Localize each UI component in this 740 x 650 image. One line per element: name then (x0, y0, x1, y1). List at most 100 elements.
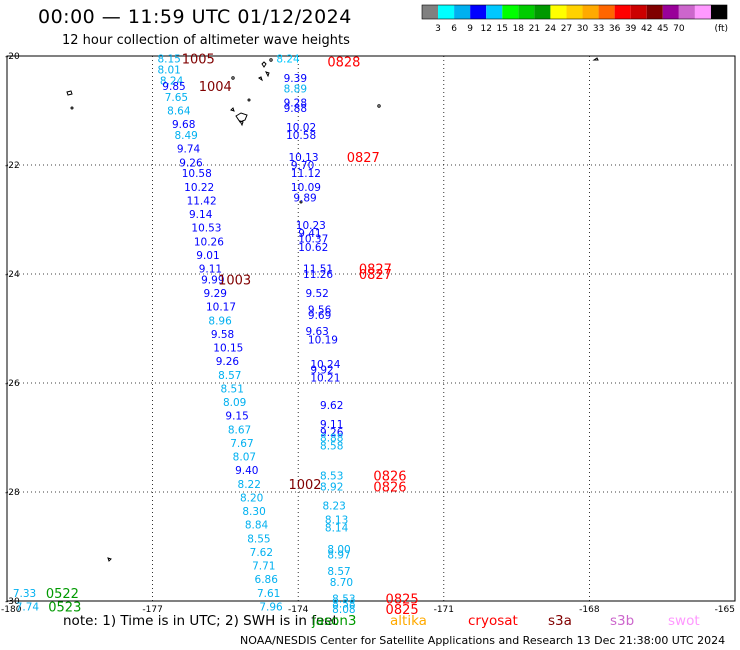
colorbar-label: 45 (657, 24, 668, 34)
x-tick-label: -171 (434, 605, 454, 615)
wave-height-value: 8.07 (233, 452, 256, 464)
pass-id-label: 0828 (327, 55, 360, 70)
colorbar-unit: (ft) (714, 24, 728, 34)
wave-height-value: 8.14 (325, 522, 349, 534)
colorbar-swatch (454, 5, 471, 19)
wave-height-value: 10.19 (308, 334, 338, 346)
y-tick-label: -26 (5, 379, 20, 389)
colorbar-label: 12 (480, 24, 491, 34)
wave-height-value: 8.53 (332, 593, 355, 605)
wave-height-value: 9.11 (320, 419, 343, 431)
wave-height-value: 10.24 (310, 359, 340, 371)
wave-height-value: 7.62 (250, 547, 273, 559)
wave-height-value: 8.53 (320, 471, 343, 483)
x-tick-label: -168 (579, 605, 600, 615)
wave-height-value: 9.41 (298, 228, 321, 240)
wave-height-value: 9.11 (199, 264, 222, 276)
colorbar-label: 39 (625, 24, 637, 34)
colorbar-swatch (582, 5, 599, 19)
colorbar-label: 15 (497, 24, 508, 34)
island-shape (299, 200, 303, 204)
wave-height-value: 8.09 (223, 397, 246, 409)
wave-height-value: 9.99 (201, 274, 224, 286)
wave-height-value: 8.67 (228, 424, 251, 436)
wave-height-value: 10.17 (206, 302, 236, 314)
wave-height-value: 8.20 (240, 492, 263, 504)
pass-id-label: 1002 (288, 478, 321, 493)
wave-height-value: 9.01 (196, 250, 219, 262)
colorbar-swatch (502, 5, 519, 19)
pass-id-label: 1005 (182, 53, 215, 68)
pass-id-label: 0826 (373, 481, 406, 496)
wave-height-value: 10.02 (286, 122, 316, 134)
pass-id-label: 0826 (373, 470, 406, 485)
wave-height-value: 10.09 (291, 182, 321, 194)
pass-id-label: 0827 (359, 263, 392, 278)
chart-subtitle: 12 hour collection of altimeter wave hei… (62, 33, 350, 48)
colorbar-label: 33 (593, 24, 604, 34)
wave-height-value: 8.55 (247, 533, 270, 545)
pass-id-label: 0825 (386, 592, 419, 607)
wave-height-value: 8.08 (332, 604, 355, 616)
colorbar-swatch (646, 5, 663, 19)
wave-height-value: 8.01 (157, 65, 180, 77)
axis-ticks: -180 -177 -174 -171 -168 -165 -20 -22 -24 -26 -28 -… (1, 52, 735, 615)
island-shape (235, 112, 248, 123)
colorbar-label: 9 (467, 24, 473, 34)
colorbar-label: 42 (641, 24, 652, 34)
island-shape (107, 557, 112, 562)
wave-height-value: 9.56 (308, 304, 332, 316)
pass-id-label: 0825 (386, 603, 419, 618)
wave-height-value: 9.63 (305, 326, 328, 338)
wave-height-value: 9.69 (308, 310, 331, 322)
wave-height-value: 10.58 (286, 130, 316, 142)
wave-height-value: 10.53 (191, 223, 221, 235)
wave-height-value: 8.51 (221, 383, 244, 395)
colorbar-swatch (662, 5, 679, 19)
wave-height-value: 11.42 (187, 195, 217, 207)
island-shape (66, 90, 73, 96)
wave-height-value: 9.28 (284, 97, 307, 109)
legend-item-s3a: s3a (548, 613, 572, 629)
wave-height-value: 9.39 (284, 73, 307, 85)
colorbar-legend: 3 6 9 12 15 18 21 24 27 30 33 36 39 42 45 70 (ft) (421, 4, 728, 34)
colorbar-swatch (598, 5, 615, 19)
legend-item-s3b: s3b (610, 613, 634, 629)
wave-height-value: 7.71 (252, 561, 275, 573)
colorbar-label: 18 (513, 24, 525, 34)
wave-height-value: 10.23 (296, 220, 326, 232)
colorbar-label: 27 (561, 24, 572, 34)
wave-height-value: 8.24 (276, 54, 300, 66)
wave-height-value: 8.15 (157, 54, 180, 66)
wave-height-value: 7.61 (257, 588, 280, 600)
legend-item-jason3: jason3 (311, 613, 356, 629)
pass-id-label: 0827 (359, 268, 392, 283)
wave-height-value: 9.26 (320, 427, 344, 439)
wave-height-value: 9.88 (284, 103, 307, 115)
y-tick-label: -22 (5, 161, 20, 171)
island-outlines (66, 57, 599, 562)
y-tick-label: -28 (5, 488, 20, 498)
wave-height-value: 7.96 (259, 601, 283, 613)
wave-height-value: 8.49 (174, 130, 197, 142)
wave-height-value: 8.97 (327, 550, 350, 562)
x-tick-label: -165 (715, 605, 735, 615)
wave-height-value: 8.70 (330, 577, 353, 589)
wave-height-value: 8.57 (218, 370, 241, 382)
wave-height-value: 8.88 (320, 433, 343, 445)
colorbar-swatch (678, 5, 695, 19)
wave-height-value: 8.24 (160, 76, 184, 88)
island-shape (269, 58, 273, 62)
colorbar-label: 21 (529, 24, 540, 34)
wave-height-value: 8.22 (238, 479, 261, 491)
pass-id-label: 0827 (347, 151, 380, 166)
x-tick-label: -174 (288, 605, 309, 615)
wave-height-value: 9.29 (204, 288, 227, 300)
wave-height-value: 9.92 (310, 364, 333, 376)
wave-height-value: 9.68 (172, 119, 195, 131)
colorbar-swatch (534, 5, 551, 19)
legend-item-altika: altika (390, 613, 427, 629)
island-shape (239, 120, 244, 127)
wave-height-value: 9.40 (235, 465, 258, 477)
island-shape (247, 98, 251, 102)
